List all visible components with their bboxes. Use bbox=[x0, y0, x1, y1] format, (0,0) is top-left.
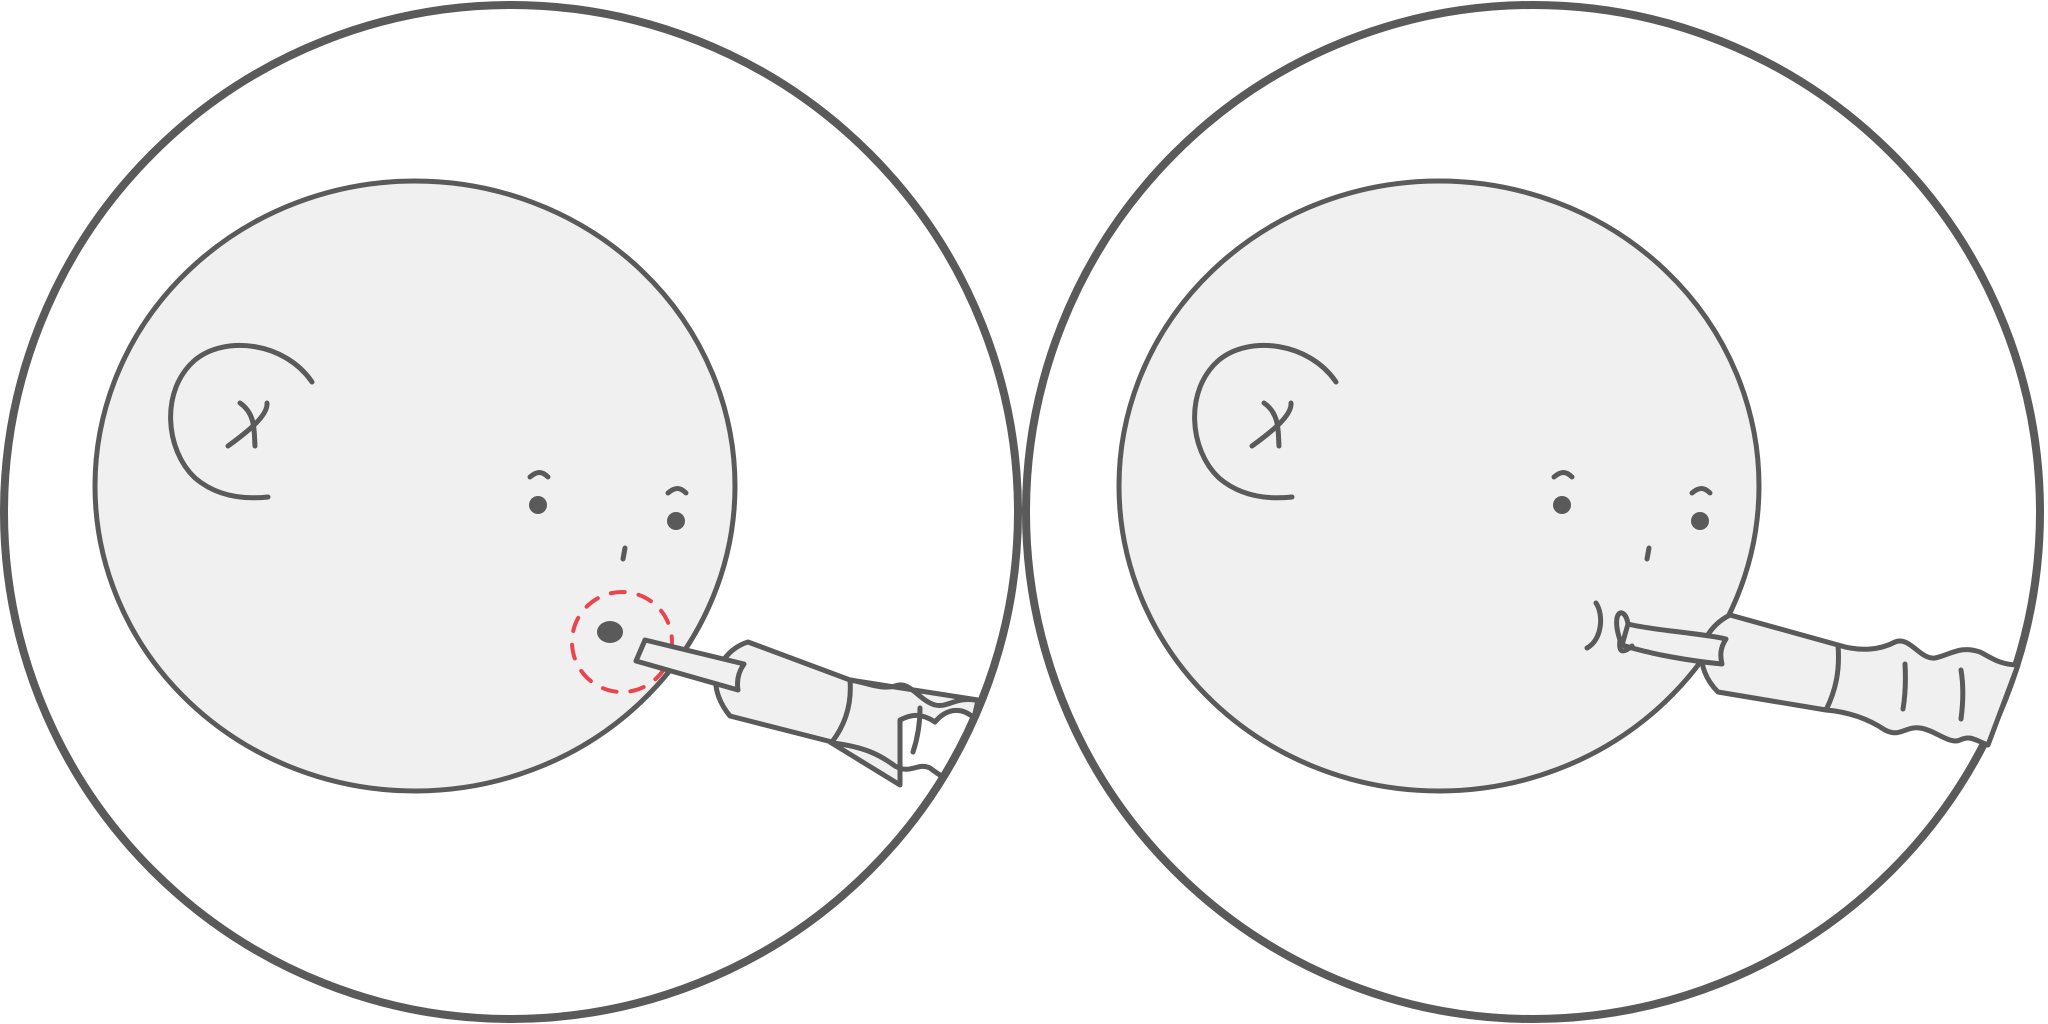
ear-icon bbox=[168, 342, 315, 501]
eye-icon-left bbox=[527, 470, 551, 514]
face-outline bbox=[92, 178, 738, 794]
nose-icon bbox=[1644, 545, 1652, 562]
mole-dot bbox=[597, 621, 623, 643]
eye-icon-left bbox=[1551, 470, 1575, 514]
eye-icon-right bbox=[665, 486, 689, 530]
laser-handpiece-icon bbox=[1614, 610, 2021, 748]
target-highlight-ring bbox=[570, 590, 674, 694]
panel-after bbox=[1022, 1, 2044, 1023]
treated-spot-mark bbox=[1584, 600, 1604, 651]
panel-before bbox=[0, 1, 1022, 1023]
laser-handpiece-icon bbox=[633, 637, 981, 788]
face-outline bbox=[1116, 178, 1762, 794]
ear-icon bbox=[1192, 342, 1339, 501]
nose-icon bbox=[620, 545, 628, 562]
eye-icon-right bbox=[1689, 486, 1713, 530]
